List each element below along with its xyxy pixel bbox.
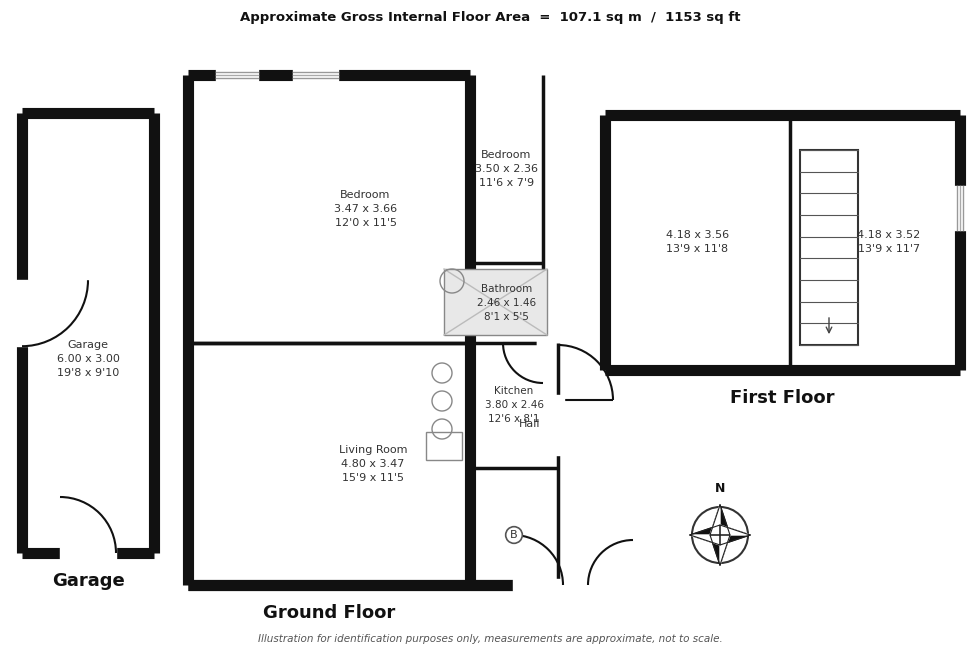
Text: Garage: Garage xyxy=(52,572,124,590)
Polygon shape xyxy=(710,535,730,565)
Polygon shape xyxy=(720,535,730,565)
Polygon shape xyxy=(720,525,750,535)
Text: N: N xyxy=(714,482,725,495)
Text: Illustration for identification purposes only, measurements are approximate, not: Illustration for identification purposes… xyxy=(258,634,722,644)
Polygon shape xyxy=(690,535,720,545)
Polygon shape xyxy=(710,505,730,535)
Text: Living Room
4.80 x 3.47
15'9 x 11'5: Living Room 4.80 x 3.47 15'9 x 11'5 xyxy=(339,445,408,483)
Text: Bedroom
3.50 x 2.36
11'6 x 7'9: Bedroom 3.50 x 2.36 11'6 x 7'9 xyxy=(475,150,538,188)
Text: Bathroom
2.46 x 1.46
8'1 x 5'5: Bathroom 2.46 x 1.46 8'1 x 5'5 xyxy=(477,284,536,322)
Text: B: B xyxy=(511,530,517,540)
Polygon shape xyxy=(537,338,549,383)
Polygon shape xyxy=(537,298,549,348)
Text: First Floor: First Floor xyxy=(730,389,835,407)
Polygon shape xyxy=(552,395,564,455)
Polygon shape xyxy=(710,505,720,535)
Text: Ground Floor: Ground Floor xyxy=(263,604,395,622)
Bar xyxy=(444,269,547,335)
Bar xyxy=(800,150,858,345)
Polygon shape xyxy=(16,280,28,346)
Text: Kitchen
3.80 x 2.46
12'6 x 8'1: Kitchen 3.80 x 2.46 12'6 x 8'1 xyxy=(484,387,544,424)
Text: 4.18 x 3.52
13'9 x 11'7: 4.18 x 3.52 13'9 x 11'7 xyxy=(858,231,920,255)
Text: Approximate Gross Internal Floor Area  =  107.1 sq m  /  1153 sq ft: Approximate Gross Internal Floor Area = … xyxy=(240,10,740,24)
Text: Garage
6.00 x 3.00
19'8 x 9'10: Garage 6.00 x 3.00 19'8 x 9'10 xyxy=(57,340,120,378)
Polygon shape xyxy=(513,579,563,591)
Polygon shape xyxy=(690,525,720,545)
Polygon shape xyxy=(588,579,633,591)
Polygon shape xyxy=(293,69,338,81)
Text: Hall: Hall xyxy=(519,419,541,429)
Polygon shape xyxy=(60,547,116,559)
Polygon shape xyxy=(216,69,258,81)
Polygon shape xyxy=(954,186,966,230)
Bar xyxy=(426,432,462,460)
Polygon shape xyxy=(720,525,750,545)
Text: 4.18 x 3.56
13'9 x 11'8: 4.18 x 3.56 13'9 x 11'8 xyxy=(666,231,729,255)
Text: Bedroom
3.47 x 3.66
12'0 x 11'5: Bedroom 3.47 x 3.66 12'0 x 11'5 xyxy=(334,190,397,228)
